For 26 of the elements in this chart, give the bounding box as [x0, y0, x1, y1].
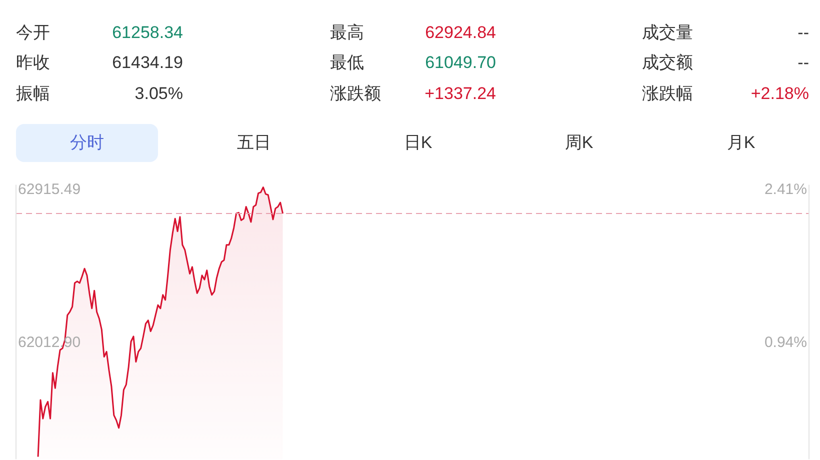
- y2-tick-label: 2.41%: [764, 180, 807, 198]
- text: --: [798, 23, 809, 42]
- y-tick-label: 62915.49: [18, 180, 81, 198]
- text: 今开: [16, 23, 50, 42]
- text: 61049.70: [425, 53, 496, 72]
- text: +2.18%: [750, 84, 809, 103]
- text: 最低: [330, 53, 364, 72]
- text: 日K: [404, 133, 432, 152]
- text: 分时: [70, 133, 104, 152]
- text: 月K: [726, 133, 756, 152]
- text: 周K: [564, 133, 594, 152]
- text: 62924.84: [425, 23, 496, 42]
- text: 3.05%: [134, 84, 183, 103]
- text: 成交量: [642, 23, 693, 42]
- text: 昨收: [16, 53, 50, 72]
- text: 五日: [237, 133, 271, 152]
- text: 涨跌额: [330, 84, 381, 103]
- text: 61434.19: [112, 53, 183, 72]
- text: 61258.34: [112, 23, 183, 42]
- text: 最高: [330, 23, 364, 42]
- y2-tick-label: 0.94%: [764, 334, 807, 351]
- text: 成交额: [642, 53, 693, 72]
- text: 涨跌幅: [642, 84, 693, 103]
- text: --: [798, 53, 809, 72]
- text: +1337.24: [424, 84, 496, 103]
- text: 振幅: [16, 84, 50, 103]
